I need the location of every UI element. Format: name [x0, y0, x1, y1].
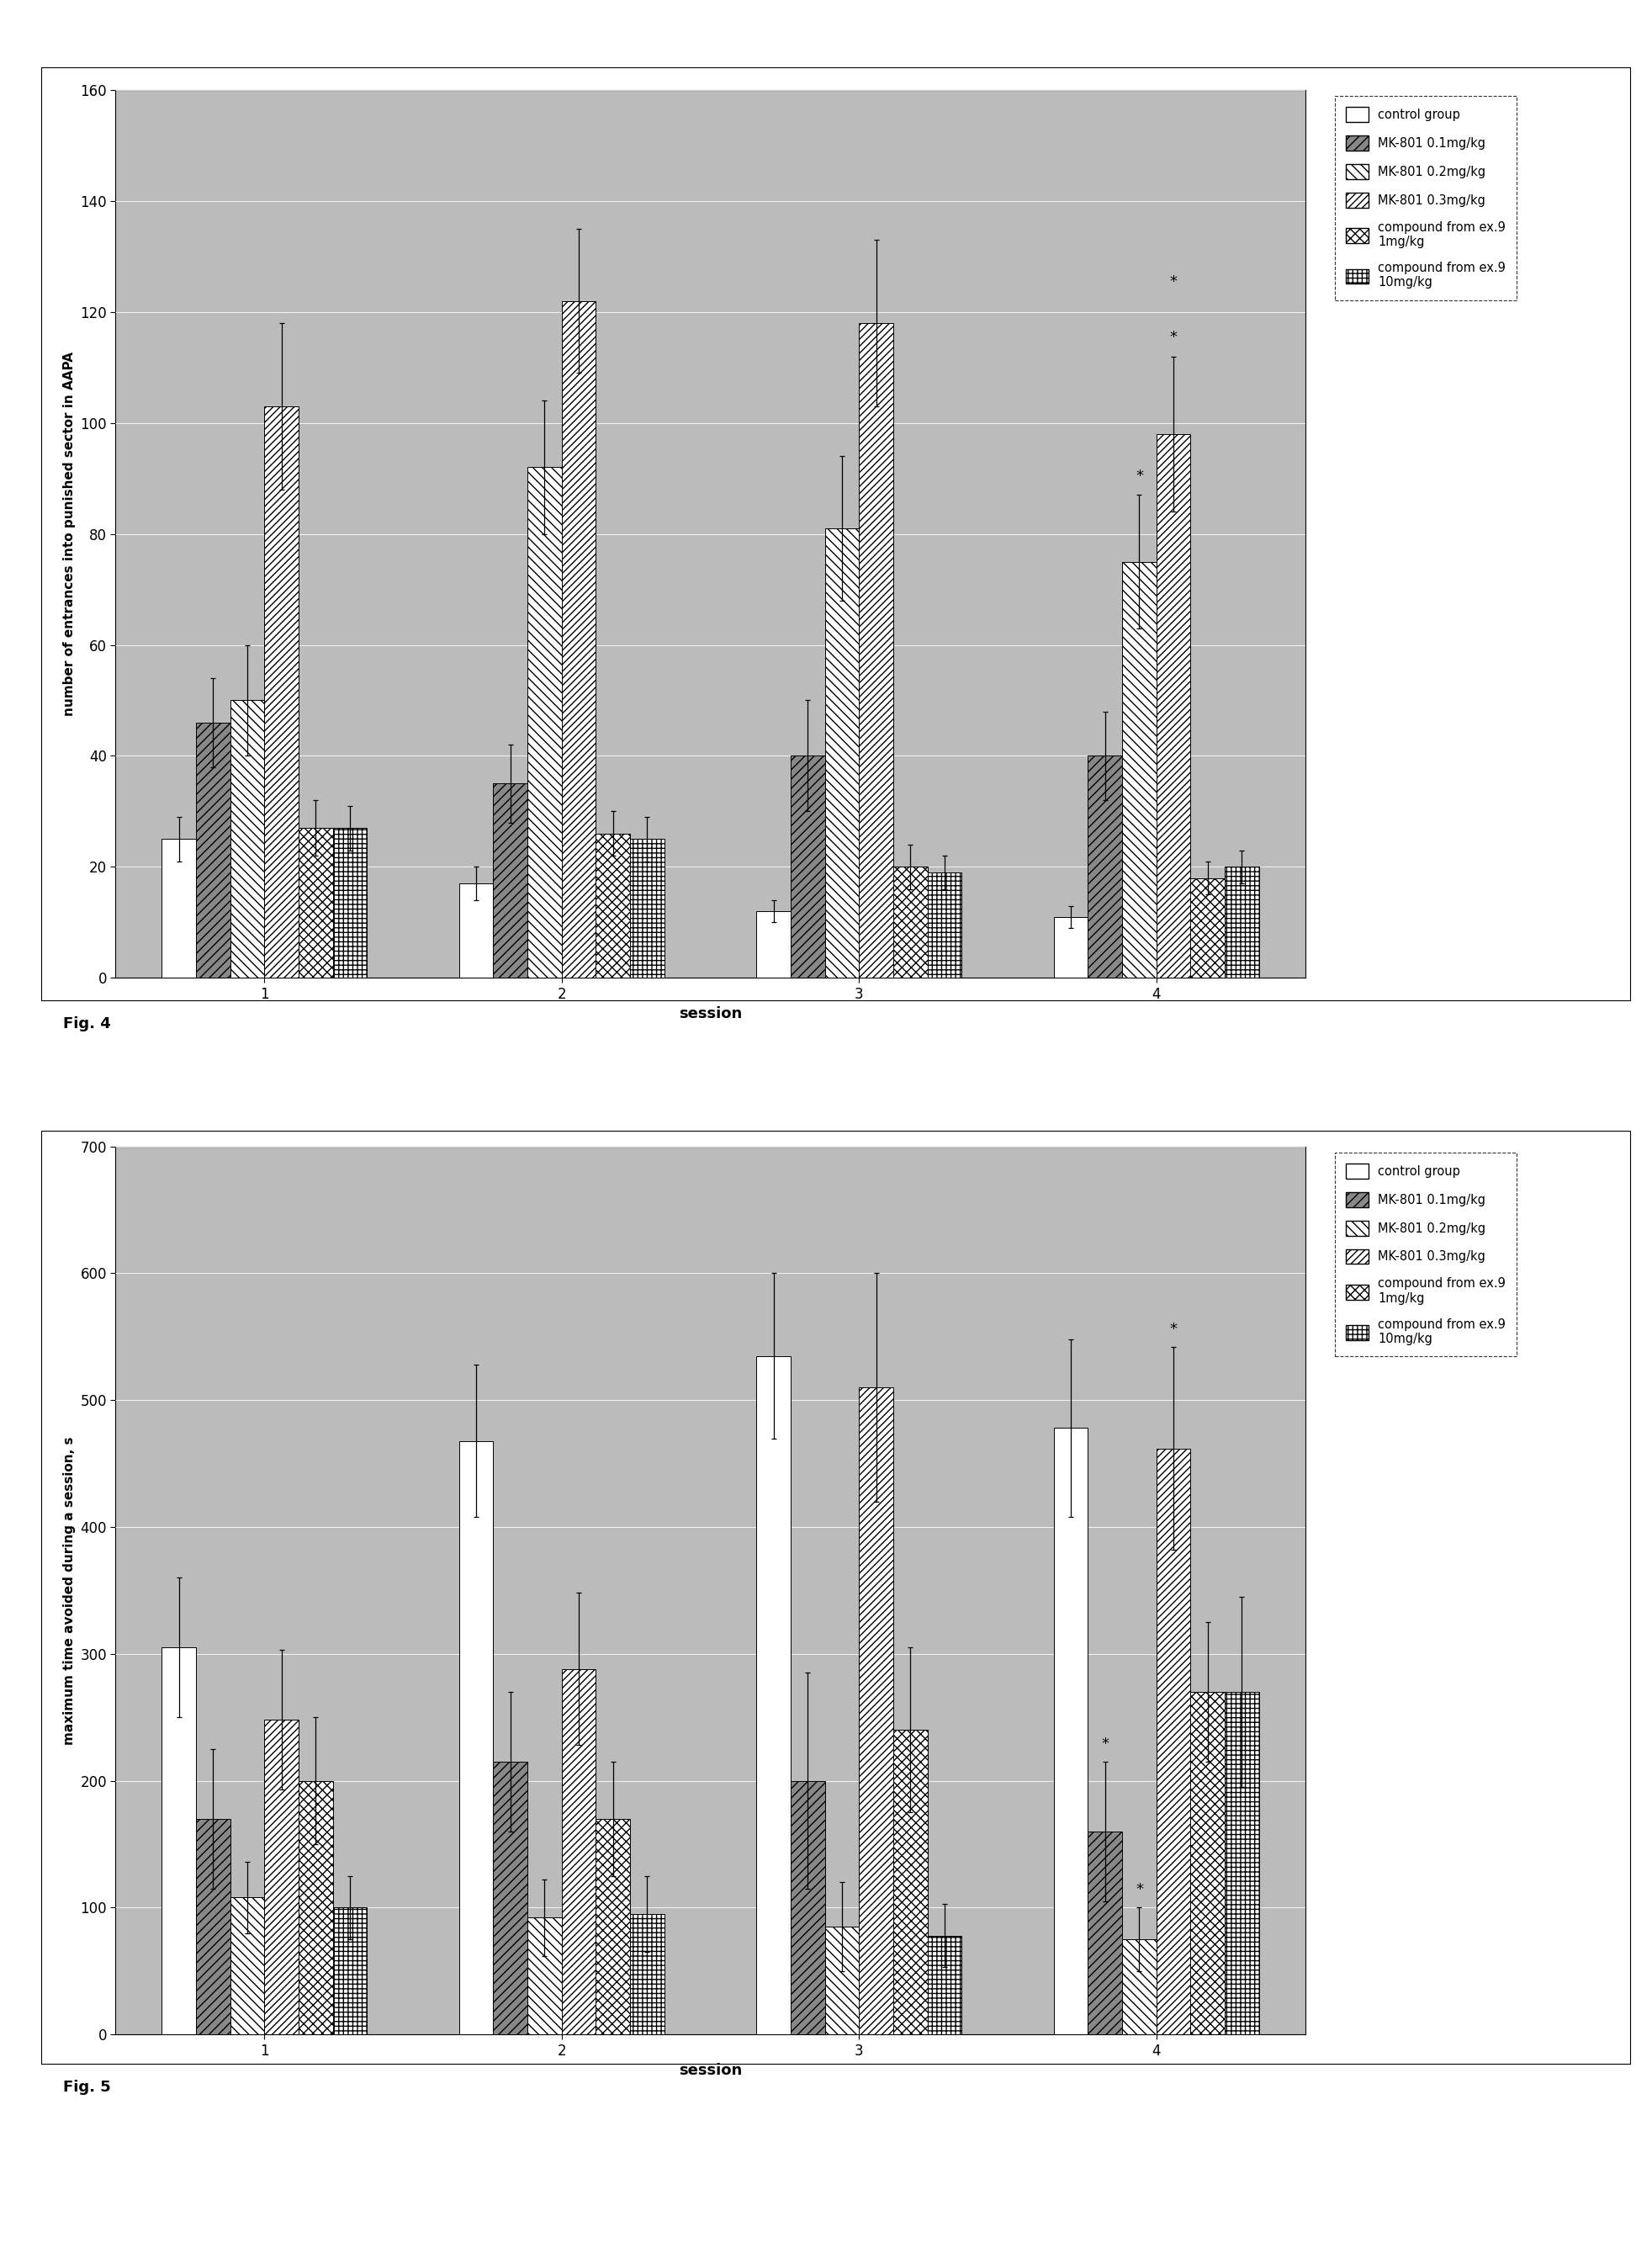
Bar	[527, 468, 562, 978]
Bar	[1054, 917, 1089, 978]
Text: *: *	[1170, 274, 1178, 290]
Text: *: *	[1135, 470, 1143, 483]
Bar	[1191, 879, 1224, 978]
Bar	[927, 872, 961, 978]
Bar	[459, 1441, 494, 2034]
Bar	[927, 1936, 961, 2034]
Text: *: *	[1170, 330, 1178, 346]
Bar	[527, 1918, 562, 2034]
Bar	[299, 1780, 332, 2034]
Bar	[1224, 1693, 1259, 2034]
X-axis label: session: session	[679, 1007, 742, 1021]
Legend: control group, MK-801 0.1mg/kg, MK-801 0.2mg/kg, MK-801 0.3mg/kg, compound from : control group, MK-801 0.1mg/kg, MK-801 0…	[1335, 1153, 1517, 1356]
Bar	[1224, 868, 1259, 978]
Text: Fig. 4: Fig. 4	[63, 1016, 111, 1032]
Text: *: *	[1102, 1735, 1108, 1751]
Bar	[824, 1927, 859, 2034]
Bar	[1122, 562, 1156, 978]
Text: *: *	[1135, 1882, 1143, 1897]
Bar	[1089, 755, 1122, 978]
Legend: control group, MK-801 0.1mg/kg, MK-801 0.2mg/kg, MK-801 0.3mg/kg, compound from : control group, MK-801 0.1mg/kg, MK-801 0…	[1335, 97, 1517, 299]
Bar	[791, 1780, 824, 2034]
Bar	[859, 1387, 894, 2034]
Bar	[332, 827, 367, 978]
Y-axis label: number of entrances into punished sector in AAPA: number of entrances into punished sector…	[63, 351, 76, 717]
Y-axis label: maximum time avoided during a session, s: maximum time avoided during a session, s	[63, 1436, 76, 1744]
Bar	[562, 301, 596, 978]
Bar	[230, 1897, 264, 2034]
Bar	[629, 839, 664, 978]
Bar	[299, 827, 332, 978]
Bar	[264, 1720, 299, 2034]
Bar	[629, 1913, 664, 2034]
Bar	[230, 701, 264, 978]
Bar	[162, 1648, 197, 2034]
Bar	[494, 1762, 527, 2034]
X-axis label: session: session	[679, 2064, 742, 2077]
Bar	[332, 1909, 367, 2034]
Bar	[197, 1819, 230, 2034]
Bar	[791, 755, 824, 978]
Bar	[859, 324, 894, 978]
Bar	[757, 1356, 791, 2034]
Bar	[757, 910, 791, 978]
Bar	[562, 1668, 596, 2034]
Text: *: *	[1170, 1322, 1178, 1338]
Bar	[894, 1731, 927, 2034]
Bar	[162, 839, 197, 978]
Bar	[596, 834, 629, 978]
Bar	[596, 1819, 629, 2034]
Bar	[459, 883, 494, 978]
Bar	[1054, 1427, 1089, 2034]
Bar	[197, 722, 230, 978]
Bar	[1191, 1693, 1224, 2034]
Bar	[1122, 1940, 1156, 2034]
Bar	[1156, 434, 1191, 978]
Bar	[494, 785, 527, 978]
Bar	[824, 528, 859, 978]
Bar	[264, 407, 299, 978]
Bar	[894, 868, 927, 978]
Text: Fig. 5: Fig. 5	[63, 2079, 111, 2095]
Bar	[1089, 1832, 1122, 2034]
Bar	[1156, 1448, 1191, 2034]
